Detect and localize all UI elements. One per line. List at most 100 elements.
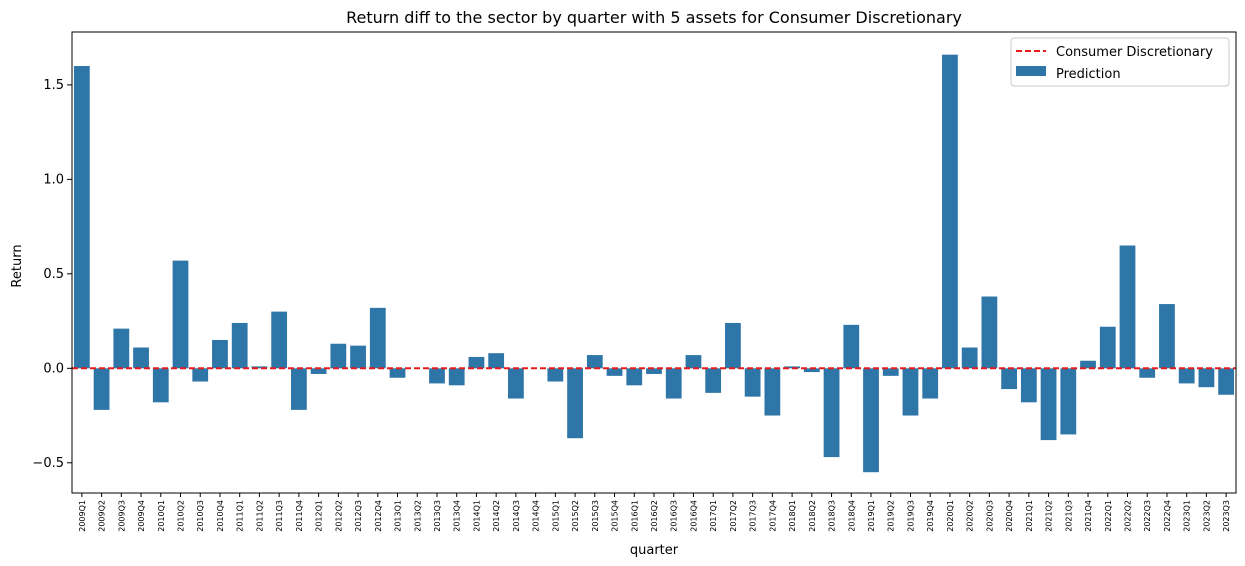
- legend-line-label: Consumer Discretionary: [1056, 45, 1213, 60]
- bar-2019Q2: [882, 368, 899, 376]
- x-tick-label: 2017Q3: [749, 500, 758, 532]
- bar-2009Q2: [93, 368, 110, 410]
- x-tick-label: 2019Q2: [887, 500, 896, 532]
- bar-2010Q2: [172, 260, 189, 369]
- bar-2022Q4: [1159, 304, 1175, 369]
- bar-2018Q3: [823, 368, 840, 458]
- bar-2022Q1: [1099, 326, 1116, 369]
- x-tick-label: 2018Q2: [808, 500, 817, 532]
- x-tick-label: 2022Q2: [1123, 500, 1132, 532]
- x-tick-label: 2017Q1: [709, 500, 718, 532]
- bar-2016Q4: [685, 355, 702, 369]
- bar-2013Q1: [389, 368, 406, 378]
- x-tick-label: 2020Q2: [966, 500, 975, 532]
- bar-2018Q2: [803, 368, 820, 373]
- bar-2011Q3: [271, 311, 288, 369]
- x-tick-label: 2018Q1: [788, 500, 797, 532]
- y-tick-label: 0.5: [43, 267, 64, 282]
- bar-2019Q3: [902, 368, 919, 416]
- y-ticks-group: −0.5 0.0 0.5 1.0 1.5: [32, 78, 72, 471]
- bar-2012Q2: [330, 343, 347, 369]
- bar-2016Q1: [626, 368, 643, 386]
- x-tick-label: 2015Q4: [611, 500, 620, 532]
- x-tick-label: 2016Q1: [630, 500, 639, 532]
- bar-2023Q3: [1218, 368, 1235, 395]
- bar-2021Q2: [1040, 368, 1057, 441]
- x-tick-label: 2018Q4: [847, 500, 856, 532]
- x-tick-label: 2009Q3: [117, 500, 126, 532]
- x-tick-label: 2013Q2: [413, 500, 422, 532]
- x-tick-label: 2010Q4: [216, 500, 225, 532]
- x-tick-label: 2020Q1: [946, 500, 955, 532]
- x-tick-label: 2020Q4: [1005, 500, 1014, 532]
- bar-2010Q3: [192, 368, 209, 382]
- x-tick-label: 2011Q4: [295, 500, 304, 532]
- x-tick-label: 2011Q2: [255, 500, 264, 532]
- legend-box: [1010, 37, 1230, 87]
- bar-2014Q2: [488, 353, 505, 369]
- bar-2012Q4: [369, 307, 386, 369]
- x-tick-label: 2022Q4: [1163, 500, 1172, 532]
- x-tick-label: 2016Q4: [689, 500, 698, 532]
- x-tick-label: 2016Q3: [670, 500, 679, 532]
- legend-bar-swatch: [1016, 66, 1046, 76]
- bar-2011Q1: [231, 322, 248, 369]
- bar-2009Q1: [73, 66, 90, 369]
- y-axis-label: Return: [10, 244, 25, 287]
- bar-2018Q4: [843, 324, 860, 369]
- x-tick-label: 2013Q1: [394, 500, 403, 532]
- x-tick-label: 2021Q3: [1064, 500, 1073, 532]
- bar-2010Q1: [152, 368, 169, 403]
- bar-2014Q3: [508, 368, 524, 399]
- x-tick-label: 2012Q2: [334, 500, 343, 532]
- x-tick-label: 2013Q3: [433, 500, 442, 532]
- bar-2011Q2: [251, 366, 268, 369]
- bar-2014Q1: [468, 356, 485, 369]
- bar-2013Q4: [448, 368, 465, 386]
- x-tick-label: 2011Q3: [275, 500, 284, 532]
- bar-2012Q1: [310, 368, 327, 374]
- x-ticks-group: 2009Q1 2009Q2 2009Q3 2009Q4 2010Q1 2010Q2 2010…: [78, 493, 1231, 532]
- bars-group: [73, 54, 1235, 473]
- x-tick-label: 2023Q3: [1222, 500, 1231, 532]
- x-tick-label: 2016Q2: [650, 500, 659, 532]
- x-tick-label: 2014Q3: [512, 500, 521, 532]
- bar-2023Q2: [1198, 368, 1215, 388]
- bar-2017Q3: [744, 368, 761, 397]
- bar-2020Q4: [1001, 368, 1018, 390]
- x-tick-label: 2020Q3: [985, 500, 994, 532]
- bar-2016Q2: [646, 368, 662, 374]
- x-tick-label: 2021Q4: [1084, 500, 1093, 532]
- x-tick-label: 2023Q2: [1202, 500, 1211, 532]
- bar-2020Q2: [961, 347, 978, 369]
- x-tick-label: 2009Q2: [98, 500, 107, 532]
- bar-2019Q4: [922, 368, 939, 399]
- x-tick-label: 2014Q1: [472, 500, 481, 532]
- x-tick-label: 2022Q1: [1104, 500, 1113, 532]
- y-tick-label: 0.0: [43, 361, 64, 376]
- x-tick-label: 2009Q4: [137, 500, 146, 532]
- x-tick-label: 2011Q1: [236, 500, 245, 532]
- legend-bar-label: Prediction: [1056, 67, 1121, 82]
- bar-2015Q2: [567, 368, 583, 439]
- x-tick-label: 2010Q3: [196, 500, 205, 532]
- bar-2022Q3: [1139, 368, 1156, 378]
- x-tick-label: 2023Q1: [1183, 500, 1192, 532]
- bar-2011Q4: [290, 368, 307, 410]
- bar-2012Q3: [350, 345, 366, 369]
- bar-2022Q2: [1119, 245, 1136, 369]
- bar-2009Q4: [133, 347, 149, 369]
- bar-2015Q4: [606, 368, 623, 376]
- bar-2010Q4: [212, 339, 228, 369]
- chart-title: Return diff to the sector by quarter wit…: [346, 8, 962, 27]
- x-tick-label: 2012Q1: [315, 500, 324, 532]
- bar-2009Q3: [113, 328, 130, 369]
- x-tick-label: 2013Q4: [453, 500, 462, 532]
- x-tick-label: 2022Q3: [1143, 500, 1152, 532]
- bar-2015Q3: [586, 355, 603, 369]
- x-tick-label: 2019Q1: [867, 500, 876, 532]
- y-tick-label: −0.5: [32, 456, 64, 471]
- x-tick-label: 2019Q4: [926, 500, 935, 532]
- y-tick-label: 1.5: [43, 78, 64, 93]
- x-tick-label: 2014Q2: [492, 500, 501, 532]
